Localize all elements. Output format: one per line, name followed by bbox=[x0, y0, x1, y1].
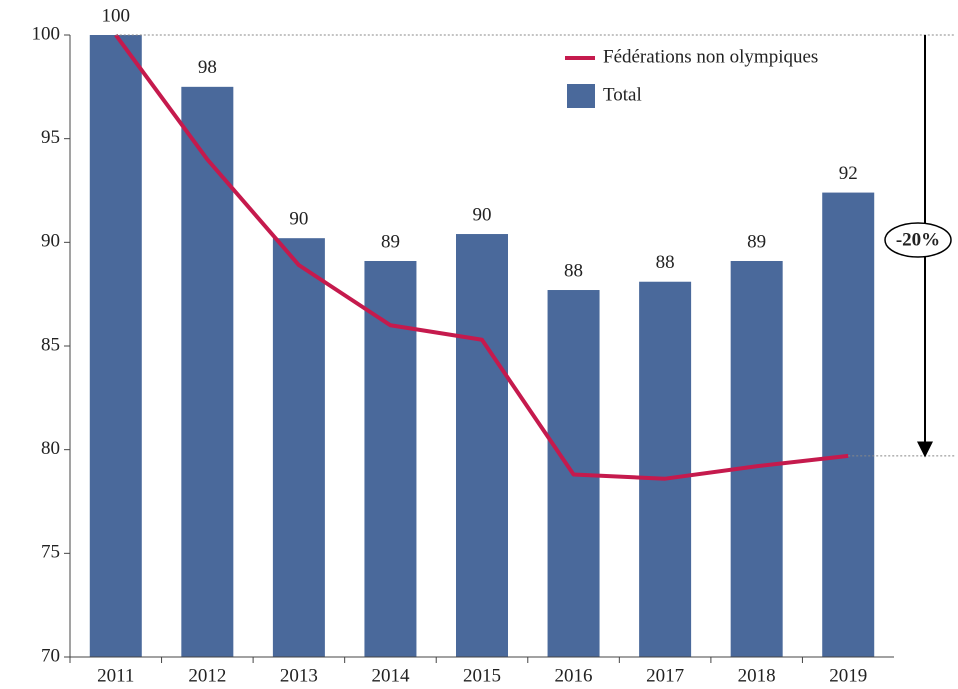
bar bbox=[822, 192, 875, 657]
y-tick-label: 85 bbox=[41, 334, 60, 355]
x-tick-label: 2013 bbox=[280, 665, 318, 686]
x-tick-label: 2014 bbox=[371, 665, 410, 686]
legend-label: Fédérations non olympiques bbox=[603, 46, 818, 67]
bar bbox=[272, 238, 325, 658]
y-tick-label: 80 bbox=[41, 438, 60, 459]
x-tick-label: 2019 bbox=[829, 665, 867, 686]
line-series bbox=[114, 33, 849, 481]
x-tick-label: 2016 bbox=[555, 665, 593, 686]
bar-value-label: 90 bbox=[473, 204, 492, 225]
bar-value-label: 89 bbox=[381, 231, 400, 252]
y-tick-label: 95 bbox=[41, 127, 60, 148]
bar bbox=[456, 234, 508, 658]
bar-value-label: 98 bbox=[198, 57, 217, 78]
annotation: -20% bbox=[896, 229, 940, 250]
bar bbox=[181, 86, 234, 658]
legend-label: Total bbox=[603, 84, 642, 105]
x-tick-label: 2012 bbox=[188, 665, 226, 686]
x-tick-label: 2015 bbox=[463, 665, 501, 686]
y-tick-label: 70 bbox=[41, 645, 60, 666]
legend-swatch bbox=[567, 84, 595, 108]
x-tick-label: 2017 bbox=[646, 665, 684, 686]
bar-value-label: 100 bbox=[102, 5, 131, 26]
bar bbox=[89, 35, 142, 657]
y-tick-label: 90 bbox=[41, 231, 60, 252]
bar-value-label: 88 bbox=[656, 252, 675, 273]
bar-value-label: 90 bbox=[289, 209, 308, 230]
bar bbox=[730, 260, 783, 657]
bar bbox=[639, 281, 692, 657]
bar-value-label: 89 bbox=[747, 231, 766, 252]
bar bbox=[364, 260, 417, 657]
y-tick-label: 75 bbox=[41, 542, 60, 563]
y-tick-label: 100 bbox=[32, 23, 61, 44]
bar-value-label: 92 bbox=[839, 163, 858, 184]
bar-value-label: 88 bbox=[564, 260, 583, 281]
annotation-bubble bbox=[884, 222, 952, 258]
x-tick-label: 2018 bbox=[738, 665, 776, 686]
x-tick-label: 2011 bbox=[97, 665, 134, 686]
